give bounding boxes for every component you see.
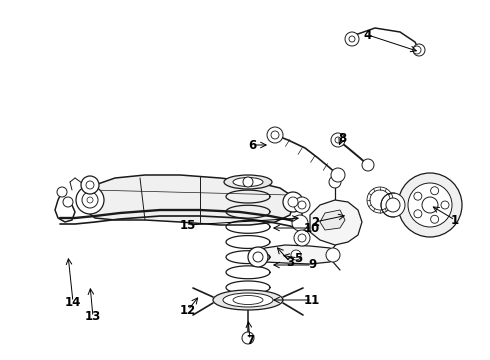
- Circle shape: [298, 234, 306, 242]
- Circle shape: [291, 250, 301, 260]
- Text: 11: 11: [304, 293, 320, 306]
- Ellipse shape: [233, 296, 263, 305]
- Circle shape: [349, 36, 355, 42]
- Circle shape: [87, 197, 93, 203]
- Circle shape: [248, 247, 268, 267]
- Circle shape: [283, 192, 303, 212]
- Ellipse shape: [224, 175, 272, 189]
- Circle shape: [298, 201, 306, 209]
- Text: 5: 5: [294, 252, 302, 265]
- Circle shape: [441, 201, 449, 209]
- Circle shape: [76, 186, 104, 214]
- Text: 2: 2: [311, 216, 319, 229]
- Circle shape: [414, 210, 422, 218]
- Circle shape: [294, 230, 310, 246]
- Circle shape: [63, 197, 73, 207]
- Circle shape: [242, 332, 254, 344]
- Text: 12: 12: [180, 303, 196, 316]
- Circle shape: [243, 177, 253, 187]
- Circle shape: [82, 192, 98, 208]
- Circle shape: [331, 133, 345, 147]
- Circle shape: [386, 198, 400, 212]
- Ellipse shape: [213, 290, 283, 310]
- Circle shape: [408, 183, 452, 227]
- Circle shape: [331, 168, 345, 182]
- Circle shape: [422, 197, 438, 213]
- Text: 15: 15: [180, 219, 196, 231]
- Polygon shape: [255, 245, 335, 264]
- Circle shape: [326, 248, 340, 262]
- Circle shape: [413, 46, 421, 54]
- Circle shape: [288, 197, 298, 207]
- Circle shape: [57, 187, 67, 197]
- Circle shape: [431, 215, 439, 223]
- Circle shape: [267, 127, 283, 143]
- Circle shape: [381, 193, 405, 217]
- Circle shape: [335, 137, 341, 143]
- Circle shape: [345, 32, 359, 46]
- Text: 4: 4: [364, 28, 372, 41]
- Circle shape: [292, 215, 308, 231]
- Circle shape: [81, 176, 99, 194]
- Polygon shape: [310, 200, 362, 245]
- Text: 13: 13: [85, 310, 101, 324]
- Text: 7: 7: [246, 333, 254, 346]
- Text: 10: 10: [304, 221, 320, 234]
- Polygon shape: [85, 175, 295, 225]
- Circle shape: [294, 197, 310, 213]
- Text: 9: 9: [308, 258, 316, 271]
- Circle shape: [253, 252, 263, 262]
- Polygon shape: [320, 210, 345, 230]
- Text: 8: 8: [338, 131, 346, 144]
- Circle shape: [414, 192, 422, 200]
- Circle shape: [413, 44, 425, 56]
- Circle shape: [271, 131, 279, 139]
- Circle shape: [398, 173, 462, 237]
- Text: 3: 3: [286, 256, 294, 269]
- Ellipse shape: [223, 293, 273, 307]
- Circle shape: [86, 181, 94, 189]
- Circle shape: [329, 176, 341, 188]
- Circle shape: [431, 187, 439, 195]
- Text: 14: 14: [65, 296, 81, 309]
- Text: 6: 6: [248, 139, 256, 152]
- Circle shape: [362, 159, 374, 171]
- Ellipse shape: [233, 177, 263, 186]
- Text: 1: 1: [451, 213, 459, 226]
